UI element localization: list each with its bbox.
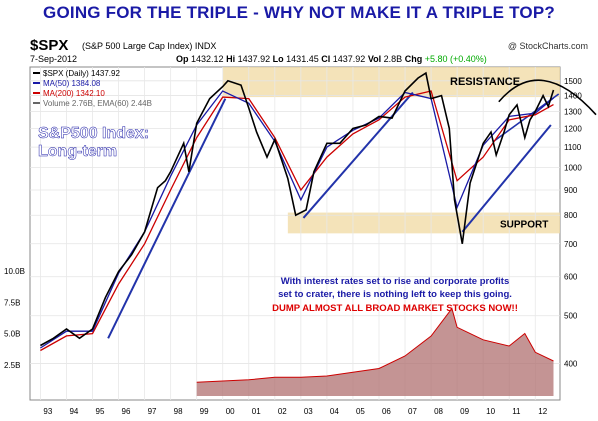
ticker-row: $SPX (S&P 500 Large Cap Index) INDX @ St… [30, 37, 592, 54]
support-zone [287, 212, 560, 234]
change-value: +5.80 (+0.40%) [424, 54, 487, 64]
volume-tick-label: 5.0B [4, 330, 20, 339]
ticker-name: (S&P 500 Large Cap Index) INDX [82, 41, 216, 51]
x-tick-label: 07 [408, 407, 417, 416]
x-tick-label: 12 [538, 407, 547, 416]
note-line-2: set to crater, there is nothing left to … [278, 289, 512, 300]
high-value: 1437.92 [237, 54, 271, 64]
y-tick-label: 1200 [564, 125, 582, 134]
y-tick-label: 400 [564, 359, 578, 368]
ticker-symbol: $SPX [30, 37, 69, 54]
ticker-fullname: (S&P 500 Large Cap Index) [82, 41, 193, 51]
x-tick-label: 98 [174, 407, 183, 416]
volume-tick-label: 7.5B [4, 298, 20, 307]
x-tick-label: 06 [382, 407, 391, 416]
x-tick-label: 02 [278, 407, 287, 416]
y-tick-label: 600 [564, 273, 578, 282]
uptrend-line-2010s [461, 124, 552, 233]
quote-values: Op 1432.12 Hi 1437.92 Lo 1431.45 Cl 1437… [176, 54, 487, 64]
x-tick-label: 09 [460, 407, 469, 416]
y-tick-label: 500 [564, 312, 578, 321]
open-label: Op [176, 54, 189, 64]
topping-arc [498, 79, 597, 116]
x-tick-label: 03 [304, 407, 313, 416]
open-value: 1432.12 [191, 54, 224, 64]
price-line [40, 71, 555, 347]
y-tick-label: 900 [564, 186, 578, 195]
brand-credit: @ StockCharts.com [507, 41, 588, 51]
legend-entry: $SPX (Daily) 1437.92 [43, 69, 120, 78]
x-tick-label: 97 [148, 407, 157, 416]
high-label: Hi [226, 54, 236, 64]
close-value: 1437.92 [332, 54, 366, 64]
volume-tick-label: 2.5B [4, 361, 20, 370]
volume-area [196, 308, 554, 396]
x-tick-label: 04 [330, 407, 339, 416]
y-tick-label: 800 [564, 211, 578, 220]
y-tick-label: 1100 [564, 143, 582, 152]
note-line-1: With interest rates set to rise and corp… [281, 276, 510, 287]
y-tick-label: 1500 [564, 77, 582, 86]
page-headline: GOING FOR THE TRIPLE - WHY NOT MAKE IT A… [43, 3, 555, 22]
close-label: Cl [321, 54, 331, 64]
y-tick-label: 1400 [564, 92, 582, 101]
volume-value: 2.8B [383, 54, 403, 64]
x-tick-label: 00 [226, 407, 235, 416]
x-tick-label: 95 [96, 407, 105, 416]
resistance-label: RESISTANCE [450, 76, 520, 88]
quote-date: 7-Sep-2012 [30, 54, 78, 64]
resistance-zone [222, 67, 560, 98]
x-tick-label: 94 [69, 407, 78, 416]
x-tick-label: 93 [43, 407, 52, 416]
annotation-subtitle: Long-term [38, 143, 117, 160]
low-label: Lo [272, 54, 284, 64]
volume-label: Vol [367, 54, 382, 64]
x-tick-label: 10 [486, 407, 495, 416]
x-tick-label: 99 [200, 407, 209, 416]
y-tick-label: 700 [564, 240, 578, 249]
ticker-exchange: INDX [194, 41, 217, 51]
volume-tick-label: 10.0B [4, 267, 25, 276]
low-value: 1431.45 [286, 54, 319, 64]
note-line-3: DUMP ALMOST ALL BROAD MARKET STOCKS NOW!… [272, 303, 518, 314]
y-tick-label: 1300 [564, 107, 582, 116]
quote-row: 7-Sep-2012 Op 1432.12 Hi 1437.92 Lo 1431… [30, 54, 592, 66]
support-label: SUPPORT [500, 219, 548, 230]
legend-entry: MA(200) 1342.10 [43, 89, 105, 98]
x-tick-label: 08 [434, 407, 443, 416]
x-tick-label: 96 [122, 407, 131, 416]
change-label: Chg [404, 54, 423, 64]
y-tick-label: 1000 [564, 164, 582, 173]
annotation-title: S&P500 Index: [38, 125, 149, 142]
x-tick-label: 01 [252, 407, 261, 416]
x-tick-label: 11 [512, 407, 521, 416]
legend-entry: MA(50) 1384.08 [43, 79, 101, 88]
uptrend-line-1990s [107, 98, 227, 339]
x-tick-label: 05 [356, 407, 365, 416]
legend-entry: Volume 2.76B, EMA(60) 2.44B [43, 99, 152, 108]
volume-ema-line [196, 307, 554, 383]
